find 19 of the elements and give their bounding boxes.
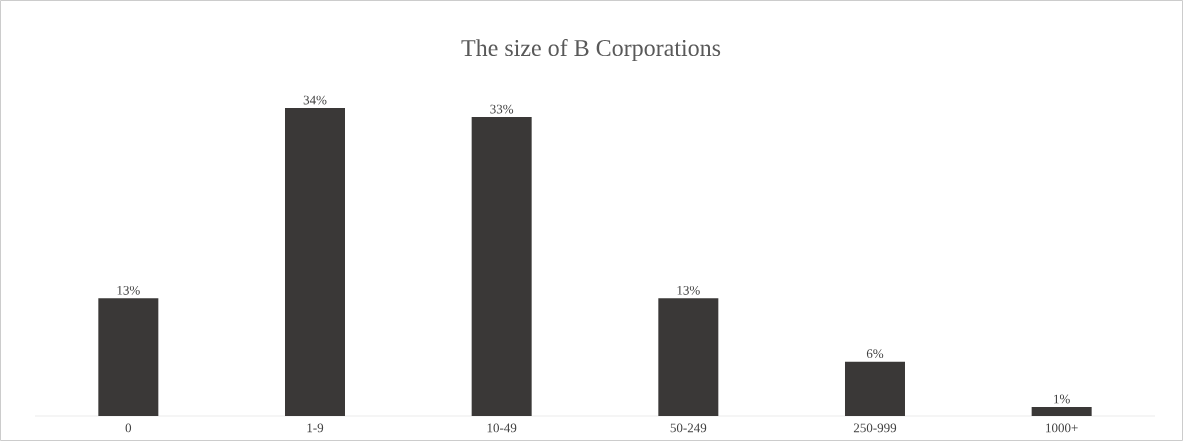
x-tick-label: 10-49 (487, 423, 517, 433)
data-label: 1% (1054, 394, 1070, 404)
x-tick-label: 1-9 (307, 423, 324, 433)
data-label: 33% (490, 104, 514, 114)
bar (285, 107, 345, 416)
bar (98, 298, 159, 416)
chart-title: The size of B Corporations (461, 38, 721, 61)
data-label: 13% (117, 285, 140, 295)
bar (1031, 406, 1092, 416)
bar (658, 298, 719, 416)
bar (844, 361, 905, 416)
x-tick-label: 50-249 (670, 423, 707, 433)
bar (471, 117, 532, 416)
x-tick-label: 250-999 (853, 423, 897, 433)
data-label: 34% (303, 95, 327, 105)
data-label: 13% (677, 285, 700, 295)
data-label: 6% (866, 349, 884, 359)
x-tick-label: 1000+ (1046, 423, 1078, 433)
x-tick-label: 0 (125, 423, 132, 433)
